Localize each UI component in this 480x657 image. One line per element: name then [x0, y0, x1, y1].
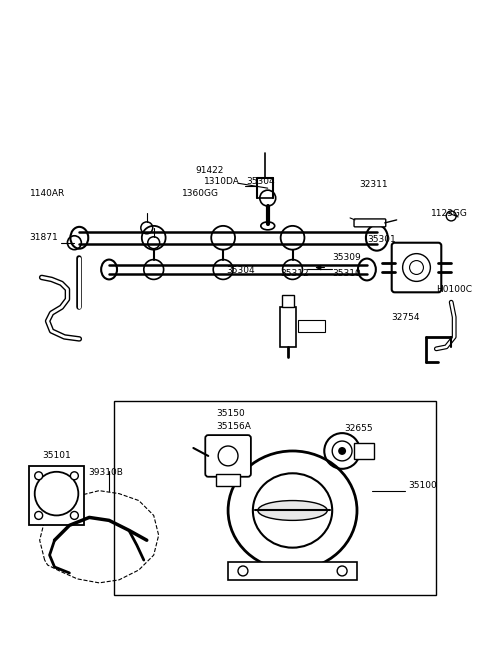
Bar — [114, 401, 436, 595]
Circle shape — [71, 472, 78, 480]
Text: 35301: 35301 — [367, 235, 396, 244]
Circle shape — [338, 447, 346, 455]
Text: 39310B: 39310B — [89, 468, 123, 477]
Text: 35101: 35101 — [42, 451, 71, 461]
FancyBboxPatch shape — [354, 219, 386, 227]
Circle shape — [35, 472, 43, 480]
Circle shape — [35, 511, 43, 520]
Bar — [228, 562, 357, 580]
Text: 91422: 91422 — [196, 166, 224, 175]
Text: H0100C: H0100C — [436, 285, 472, 294]
Bar — [216, 474, 240, 486]
FancyBboxPatch shape — [205, 435, 251, 477]
Circle shape — [260, 190, 276, 206]
Ellipse shape — [261, 222, 275, 230]
Text: 1140AR: 1140AR — [30, 189, 65, 198]
Text: 1360GG: 1360GG — [181, 189, 218, 198]
Circle shape — [71, 511, 78, 520]
Text: 35100: 35100 — [408, 481, 437, 490]
Text: 32655: 32655 — [344, 424, 373, 433]
Bar — [29, 466, 84, 526]
Bar — [280, 307, 296, 347]
Text: 35150: 35150 — [216, 409, 245, 418]
Text: 32754: 32754 — [392, 313, 420, 321]
Text: 35304: 35304 — [226, 266, 255, 275]
Text: 35304: 35304 — [246, 177, 275, 186]
Text: 1123GG: 1123GG — [432, 210, 468, 219]
Bar — [282, 295, 294, 307]
Text: 35312: 35312 — [281, 269, 309, 278]
Bar — [298, 320, 325, 332]
Text: 31871: 31871 — [30, 233, 59, 242]
Text: 32311: 32311 — [359, 180, 388, 189]
Text: 1310DA: 1310DA — [204, 177, 240, 186]
Text: 35156A: 35156A — [216, 422, 251, 431]
Bar — [354, 443, 374, 459]
Text: 35309: 35309 — [332, 253, 361, 262]
Text: 35310: 35310 — [332, 269, 361, 278]
Ellipse shape — [258, 501, 327, 520]
